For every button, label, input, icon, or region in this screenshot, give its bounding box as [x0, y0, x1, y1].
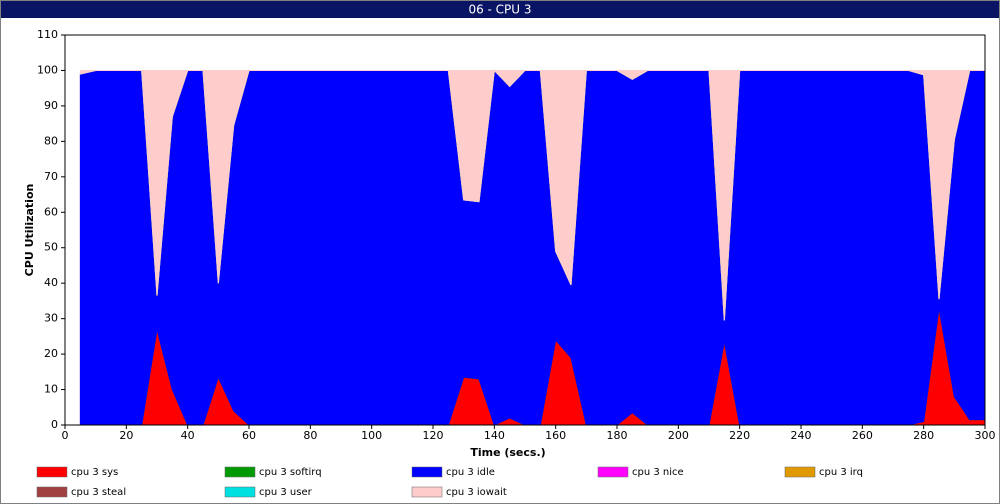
y-tick-label: 70 — [44, 170, 58, 183]
legend-swatch — [224, 466, 256, 478]
area — [79, 69, 985, 321]
y-tick-label: 60 — [44, 205, 58, 218]
plot-border — [64, 34, 986, 426]
y-tick-label: 20 — [44, 347, 58, 360]
y-tick-label: 90 — [44, 99, 58, 112]
x-axis-label: Time (secs.) — [470, 446, 545, 459]
title-bar — [1, 1, 999, 18]
legend-label: cpu 3 steal — [71, 487, 126, 498]
x-tick-label: 240 — [791, 429, 812, 442]
x-tick-label: 260 — [852, 429, 873, 442]
y-tick-label: 30 — [44, 312, 58, 325]
x-tick-label: 280 — [913, 429, 934, 442]
x-tick-label: 220 — [729, 429, 750, 442]
x-tick-label: 120 — [423, 429, 444, 442]
legend-label: cpu 3 irq — [819, 467, 863, 478]
y-tick-label: 50 — [44, 241, 58, 254]
legend-swatch — [411, 486, 443, 498]
x-tick-label: 40 — [181, 429, 195, 442]
y-tick-label: 110 — [37, 28, 58, 41]
y-tick-label: 80 — [44, 134, 58, 147]
x-tick-label: 200 — [668, 429, 689, 442]
x-tick-label: 180 — [607, 429, 628, 442]
y-tick-label: 40 — [44, 276, 58, 289]
legend-label: cpu 3 sys — [71, 467, 118, 478]
y-tick-label: 100 — [37, 63, 58, 76]
legend-swatch — [36, 466, 68, 478]
x-tick-label: 100 — [361, 429, 382, 442]
legend-swatch — [36, 486, 68, 498]
legend-swatch — [411, 466, 443, 478]
legend-label: cpu 3 nice — [632, 467, 684, 478]
legend-swatch — [224, 486, 256, 498]
y-axis-label: CPU Utilization — [23, 184, 36, 277]
legend-swatch — [597, 466, 629, 478]
x-tick-label: 300 — [975, 429, 996, 442]
x-tick-label: 160 — [545, 429, 566, 442]
x-tick-label: 80 — [303, 429, 317, 442]
y-tick-label: 0 — [51, 418, 58, 431]
y-tick-label: 10 — [44, 383, 58, 396]
x-tick-label: 20 — [119, 429, 133, 442]
legend-label: cpu 3 iowait — [446, 487, 507, 498]
legend-label: cpu 3 user — [259, 487, 313, 498]
legend-label: cpu 3 softirq — [259, 467, 322, 478]
legend-label: cpu 3 idle — [446, 467, 495, 478]
chart-title: 06 - CPU 3 — [468, 3, 531, 17]
legend-swatch — [784, 466, 816, 478]
x-tick-label: 60 — [242, 429, 256, 442]
x-tick-label: 140 — [484, 429, 505, 442]
x-tick-label: 0 — [62, 429, 69, 442]
